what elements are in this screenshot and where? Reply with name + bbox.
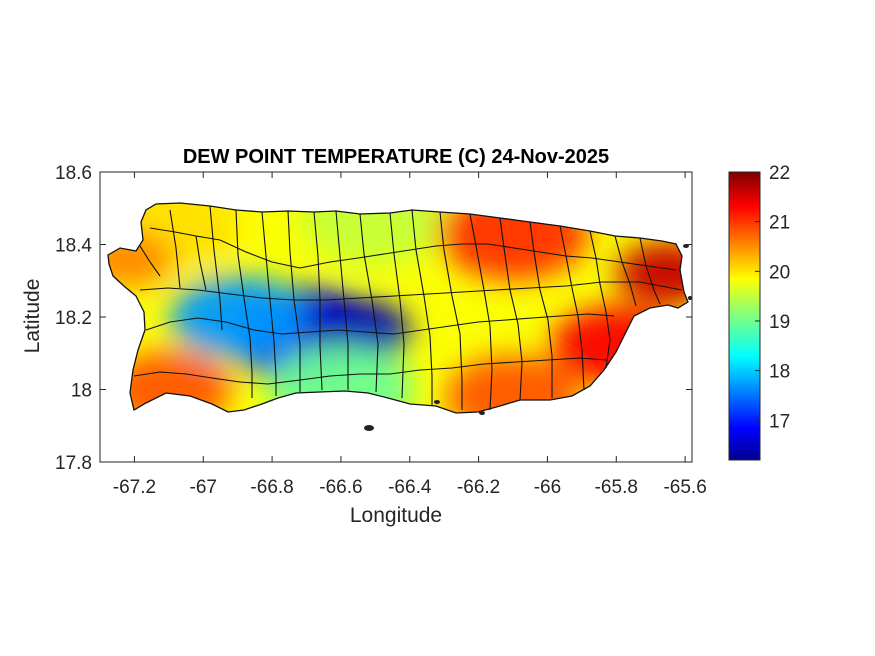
x-tick-label: -67 (190, 477, 217, 498)
municipal-boundary (235, 209, 253, 398)
municipal-boundary (169, 209, 181, 289)
y-tick-label: 18 (71, 381, 92, 402)
islet (364, 425, 374, 431)
y-tick-label: 18.2 (55, 308, 92, 329)
x-axis: -67.2 -67 -66.8 -66.6 -66.4 -66.2 -66 -65.8 -65.… (113, 172, 707, 498)
x-tick-label: -66.4 (388, 477, 432, 498)
x-tick-label: -65.6 (663, 477, 706, 498)
municipal-boundary (559, 225, 585, 391)
islet (688, 296, 692, 300)
colorbar-tick-label: 17 (769, 411, 790, 432)
y-axis-label: Latitude (21, 279, 44, 354)
municipal-boundary (313, 211, 323, 391)
municipal-boundary (439, 211, 463, 410)
field-blob (445, 355, 581, 413)
x-tick-label: -66.2 (457, 477, 500, 498)
municipal-boundary (261, 211, 277, 396)
municipal-boundary (335, 210, 349, 390)
field-blob (615, 241, 688, 306)
field-blob (108, 230, 175, 288)
municipal-boundaries (133, 205, 683, 411)
y-tick-label: 18.6 (55, 163, 92, 184)
municipal-boundary (614, 235, 637, 307)
municipal-boundary (411, 209, 433, 406)
y-tick-label: 17.8 (55, 453, 92, 474)
chart-title: DEW POINT TEMPERATURE (C) 24-Nov-2025 (183, 146, 609, 168)
x-tick-label: -66 (534, 477, 561, 498)
x-tick-label: -66.6 (319, 477, 362, 498)
colorbar-ticks: 17 18 19 20 21 22 (755, 163, 790, 432)
municipal-boundary (389, 212, 405, 399)
x-axis-label: Longitude (350, 504, 442, 527)
colorbar-tick-label: 22 (769, 163, 790, 184)
municipal-boundary (499, 217, 523, 401)
x-tick-label: -66.8 (250, 477, 293, 498)
x-tick-label: -67.2 (113, 477, 156, 498)
municipal-boundary (133, 357, 607, 385)
municipal-boundary (639, 237, 661, 305)
island-outline (107, 202, 689, 414)
y-tick-label: 18.4 (55, 236, 92, 257)
municipal-boundary (287, 210, 301, 392)
field-blob (170, 275, 306, 359)
islet (479, 411, 485, 415)
municipal-boundary (469, 213, 493, 411)
municipal-boundary (529, 221, 553, 398)
municipal-boundary (209, 205, 223, 331)
municipal-boundary (359, 213, 379, 393)
municipal-boundary (149, 227, 677, 271)
colorbar-tick-label: 21 (769, 213, 790, 234)
colorbar-tick-label: 19 (769, 312, 790, 333)
x-tick-label: -65.8 (595, 477, 638, 498)
municipal-boundary (195, 235, 207, 291)
colorbar-tick-label: 20 (769, 262, 790, 283)
islet (434, 400, 440, 404)
field-blob (299, 203, 451, 266)
colorbar (728, 171, 761, 461)
municipal-boundary (139, 245, 161, 277)
y-axis: 17.8 18 18.2 18.4 18.6 (55, 163, 692, 474)
colorbar-tick-label: 18 (769, 362, 790, 383)
municipal-boundary (589, 230, 611, 369)
